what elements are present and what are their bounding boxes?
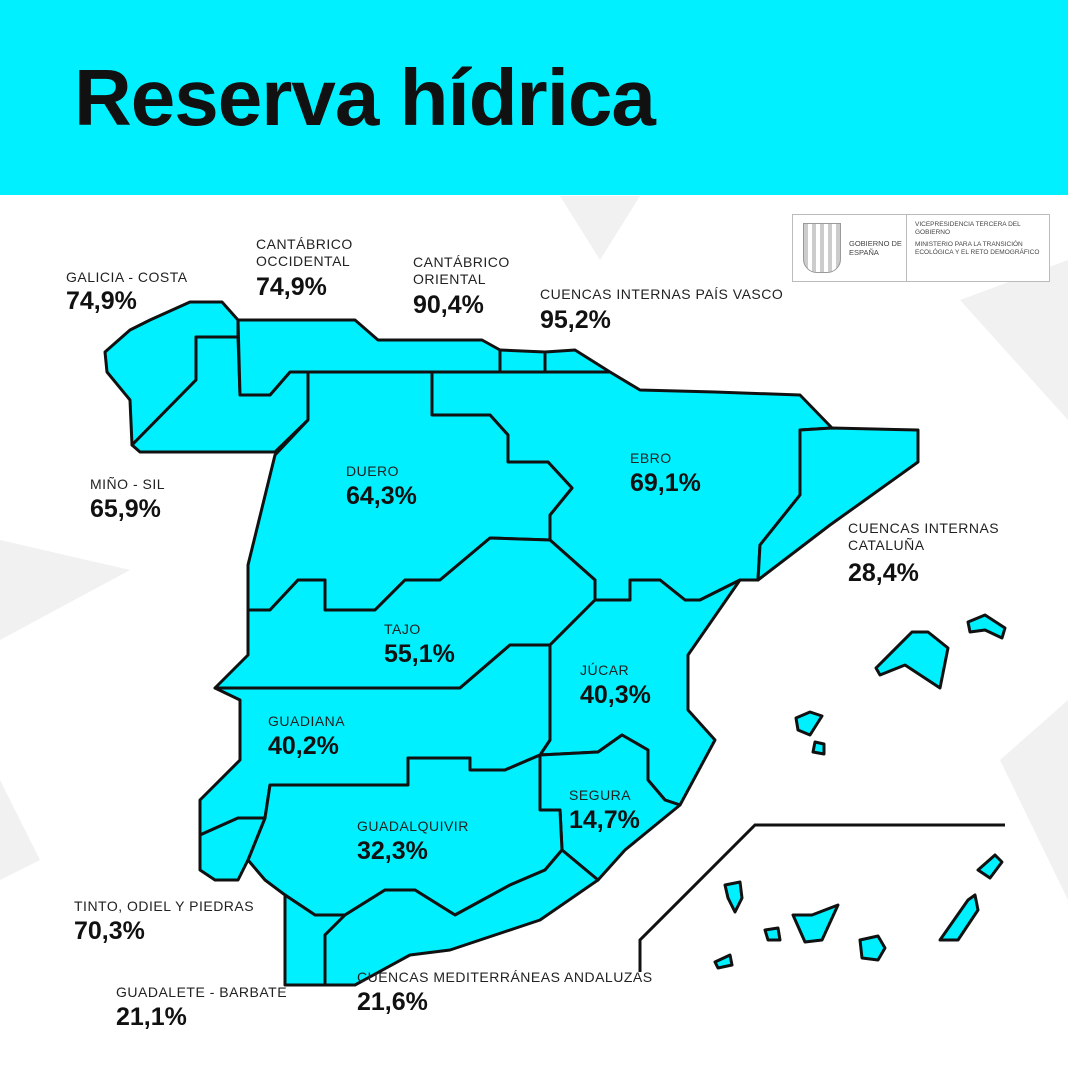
value-tinto-odiel-piedras: 70,3% — [74, 917, 145, 945]
value-guadiana: 40,2% — [268, 732, 339, 760]
label-jucar: JÚCAR — [580, 662, 630, 678]
value-cataluna: 28,4% — [848, 559, 919, 587]
page-title: Reserva hídrica — [74, 53, 656, 142]
label-mediterraneas-andaluzas: CUENCAS MEDITERRÁNEAS ANDALUZAS — [357, 969, 653, 985]
label-tinto-odiel-piedras: TINTO, ODIEL Y PIEDRAS — [74, 898, 255, 914]
value-duero: 64,3% — [346, 482, 417, 510]
label-segura: SEGURA — [569, 787, 632, 803]
value-guadalquivir: 32,3% — [357, 837, 428, 865]
coat-of-arms-icon — [803, 223, 841, 273]
label-tajo: TAJO — [384, 621, 421, 637]
value-tajo: 55,1% — [384, 640, 455, 668]
label-guadiana: GUADIANA — [268, 713, 346, 729]
label-guadalquivir: GUADALQUIVIR — [357, 818, 469, 834]
label-cataluna: CUENCAS INTERNAS CATALUÑA — [848, 520, 1000, 553]
label-cantabrico-occidental: CANTÁBRICO OCCIDENTAL — [256, 236, 353, 269]
label-duero: DUERO — [346, 463, 400, 479]
label-mino-sil: MIÑO - SIL — [90, 476, 166, 492]
region-cantabrico-oriental[interactable] — [498, 348, 547, 374]
label-cantabrico-oriental: CANTÁBRICO ORIENTAL — [413, 254, 510, 287]
label-ebro: EBRO — [630, 450, 672, 466]
logo-vice-text: VICEPRESIDENCIA TERCERA DEL GOBIERNO — [915, 221, 1021, 236]
value-pais-vasco: 95,2% — [540, 306, 611, 334]
label-guadalete-barbate: GUADALETE - BARBATE — [116, 984, 288, 1000]
label-pais-vasco: CUENCAS INTERNAS PAÍS VASCO — [540, 286, 784, 302]
value-cantabrico-oriental: 90,4% — [413, 291, 484, 319]
value-cantabrico-occidental: 74,9% — [256, 273, 327, 301]
region-cataluna[interactable] — [756, 426, 920, 582]
value-mino-sil: 65,9% — [90, 495, 161, 523]
region-pais-vasco[interactable] — [543, 348, 612, 374]
header-banner — [0, 0, 1068, 195]
value-jucar: 40,3% — [580, 681, 651, 709]
value-ebro: 69,1% — [630, 469, 701, 497]
value-galicia-costa: 74,9% — [66, 287, 137, 315]
value-segura: 14,7% — [569, 806, 640, 834]
label-galicia-costa: GALICIA - COSTA — [66, 269, 188, 285]
logo-ministry-text: MINISTERIO PARA LA TRANSICIÓN ECOLÓGICA … — [915, 241, 1040, 256]
baleares-islands — [794, 613, 1007, 756]
canarias-islands — [713, 853, 1004, 970]
value-mediterraneas-andaluzas: 21,6% — [357, 988, 428, 1016]
background-shapes — [0, 196, 1068, 900]
logo-gov-text: GOBIERNO DE ESPAÑA — [849, 239, 902, 257]
government-logo: GOBIERNO DE ESPAÑA VICEPRESIDENCIA TERCE… — [792, 214, 1050, 282]
value-guadalete-barbate: 21,1% — [116, 1003, 187, 1031]
region-tinto-odiel-piedras[interactable] — [198, 816, 267, 882]
canarias-inset-border — [638, 823, 1005, 972]
region-mediterraneas-andaluzas[interactable] — [323, 848, 600, 987]
